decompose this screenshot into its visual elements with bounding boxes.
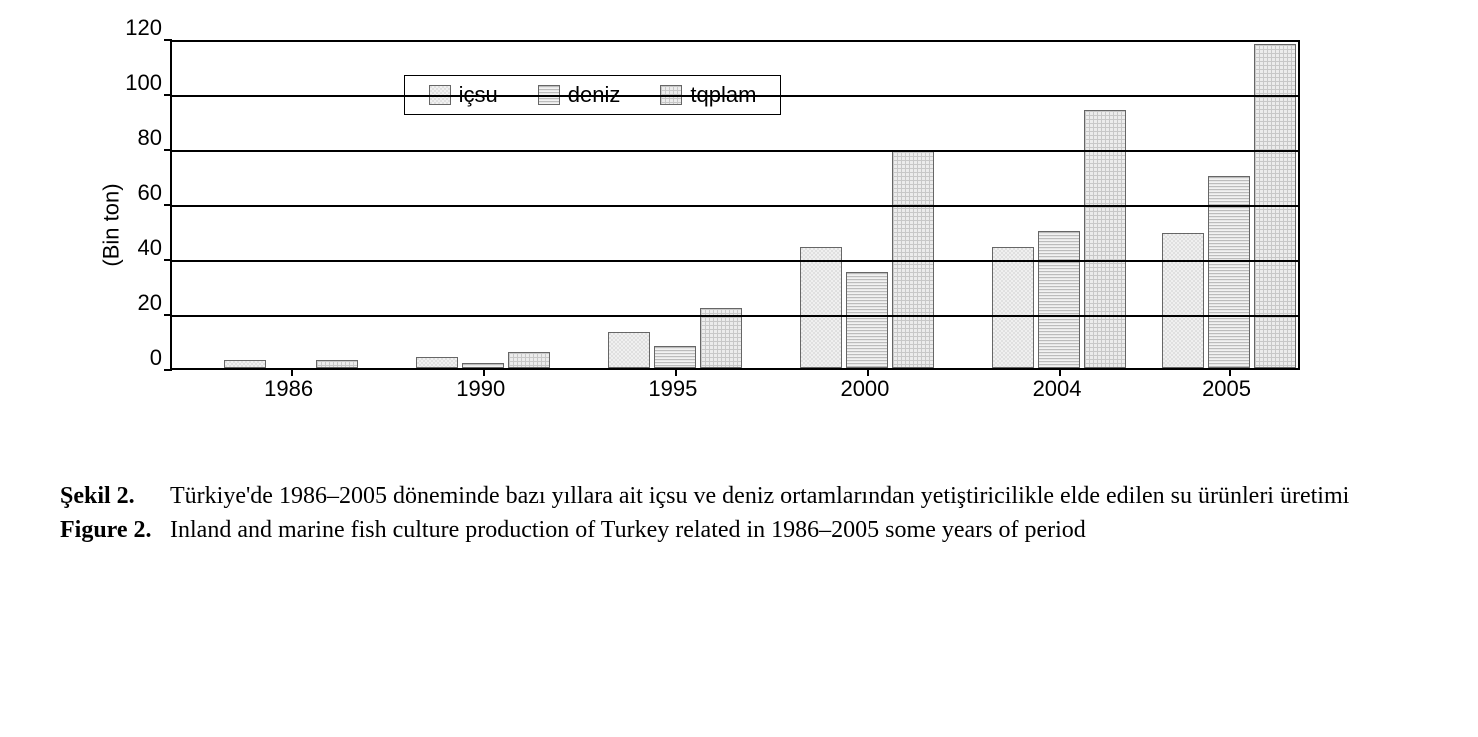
bar-icsu [800, 247, 842, 368]
grid-line [172, 40, 1298, 42]
y-tickmark [164, 204, 172, 206]
bar-icsu [992, 247, 1034, 368]
bar-deniz [1038, 231, 1080, 369]
grid-line [172, 315, 1298, 317]
grid-line [172, 205, 1298, 207]
caption-tr: Şekil 2. Türkiye'de 1986–2005 döneminde … [60, 480, 1418, 512]
y-axis-ticks: 020406080100120 [120, 40, 170, 370]
bar-group [416, 352, 550, 369]
x-tick-label: 1995 [648, 376, 697, 402]
bar-icsu [1162, 233, 1204, 368]
y-tickmark [164, 94, 172, 96]
x-tick-label: 2004 [1033, 376, 1082, 402]
y-tickmark [164, 149, 172, 151]
bar-icsu [224, 360, 266, 368]
bar-group [224, 360, 358, 368]
bar-icsu [416, 357, 458, 368]
x-tick-label: 1986 [264, 376, 313, 402]
caption-tr-label: Şekil 2. [60, 480, 170, 512]
bar-deniz [654, 346, 696, 368]
caption-en-text: Inland and marine fish culture productio… [170, 514, 1418, 546]
bar-toplam [1084, 110, 1126, 369]
plot-area: içsudeniztqplam [170, 40, 1300, 370]
bar-toplam [508, 352, 550, 369]
y-tickmark [164, 314, 172, 316]
bar-group [992, 110, 1126, 369]
bar-toplam [316, 360, 358, 368]
chart-container: (Bin ton) 020406080100120 içsudeniztqpla… [120, 40, 1418, 410]
bar-icsu [608, 332, 650, 368]
caption-en-label: Figure 2. [60, 514, 170, 546]
y-tickmark [164, 39, 172, 41]
y-tickmark [164, 259, 172, 261]
caption-tr-text: Türkiye'de 1986–2005 döneminde bazı yıll… [170, 480, 1418, 512]
x-axis-ticks: 1986 1990 1995 2000 2004 2005 [170, 370, 1300, 410]
grid-line [172, 150, 1298, 152]
plot-outer: 020406080100120 içsudeniztqplam [120, 40, 1418, 370]
x-tick-label: 2005 [1202, 376, 1251, 402]
x-tick-label: 2000 [840, 376, 889, 402]
caption-en: Figure 2. Inland and marine fish culture… [60, 514, 1418, 546]
figure-captions: Şekil 2. Türkiye'de 1986–2005 döneminde … [60, 480, 1418, 547]
grid-line [172, 95, 1298, 97]
grid-line [172, 260, 1298, 262]
bar-deniz [846, 272, 888, 368]
x-tick-label: 1990 [456, 376, 505, 402]
